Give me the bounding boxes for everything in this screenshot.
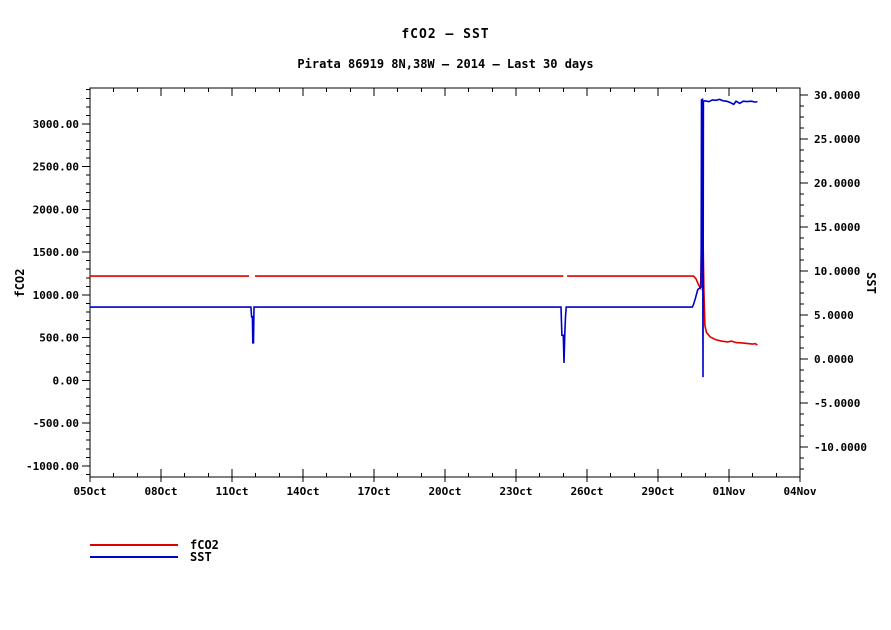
legend-label-sst: SST: [190, 550, 212, 564]
left-tick-label: -500.00: [33, 417, 79, 430]
x-tick-label: 23Oct: [499, 485, 532, 498]
right-tick-label: 5.0000: [814, 309, 854, 322]
left-tick-label: -1000.00: [26, 460, 79, 473]
right-tick-label: 10.0000: [814, 265, 860, 278]
right-tick-label: 0.0000: [814, 353, 854, 366]
right-tick-label: -10.0000: [814, 441, 867, 454]
x-tick-label: 26Oct: [570, 485, 603, 498]
right-tick-label: 30.0000: [814, 89, 860, 102]
chart-subtitle: Pirata 86919 8N,38W — 2014 — Last 30 day…: [297, 57, 594, 71]
x-tick-label: 17Oct: [357, 485, 390, 498]
fco2-series: [90, 235, 758, 346]
x-tick-label: 08Oct: [144, 485, 177, 498]
x-axis: 05Oct 08Oct 11Oct 14Oct 17Oct 20Oct 23Oct 26Oct…: [73, 88, 817, 498]
left-axis: 3000.00 2500.00 2000.00 1500.00 1000.00 500.0…: [13, 89, 90, 475]
left-tick-label: 2500.00: [33, 161, 79, 174]
left-tick-label: 0.00: [53, 374, 80, 387]
plot-box: [89, 87, 801, 478]
x-tick-label: 29Oct: [641, 485, 674, 498]
x-tick-label: 20Oct: [428, 485, 461, 498]
right-axis: 30.0000 25.0000 20.0000 15.0000 10.0000 5.000…: [800, 89, 878, 470]
sst-series-line: [90, 98, 758, 378]
sst-series: [90, 98, 758, 378]
right-tick-label: 25.0000: [814, 133, 860, 146]
left-tick-label: 1500.00: [33, 246, 79, 259]
left-tick-label: 500.00: [39, 332, 79, 345]
chart-title: fCO2 — SST: [401, 27, 490, 42]
fco2-series-line: [567, 235, 758, 346]
x-tick-label: 04Nov: [783, 485, 816, 498]
x-tick-label: 14Oct: [286, 485, 319, 498]
x-tick-label: 05Oct: [73, 485, 106, 498]
right-tick-label: 20.0000: [814, 177, 860, 190]
right-axis-title: SST: [864, 272, 878, 294]
left-tick-label: 3000.00: [33, 118, 79, 131]
right-tick-label: 15.0000: [814, 221, 860, 234]
left-axis-title: fCO2: [13, 269, 27, 298]
x-tick-label: 01Nov: [712, 485, 745, 498]
legend-label-fco2: fCO2: [190, 538, 219, 552]
left-tick-label: 1000.00: [33, 289, 79, 302]
left-tick-label: 2000.00: [33, 203, 79, 216]
right-tick-label: -5.0000: [814, 397, 860, 410]
x-tick-label: 11Oct: [215, 485, 248, 498]
